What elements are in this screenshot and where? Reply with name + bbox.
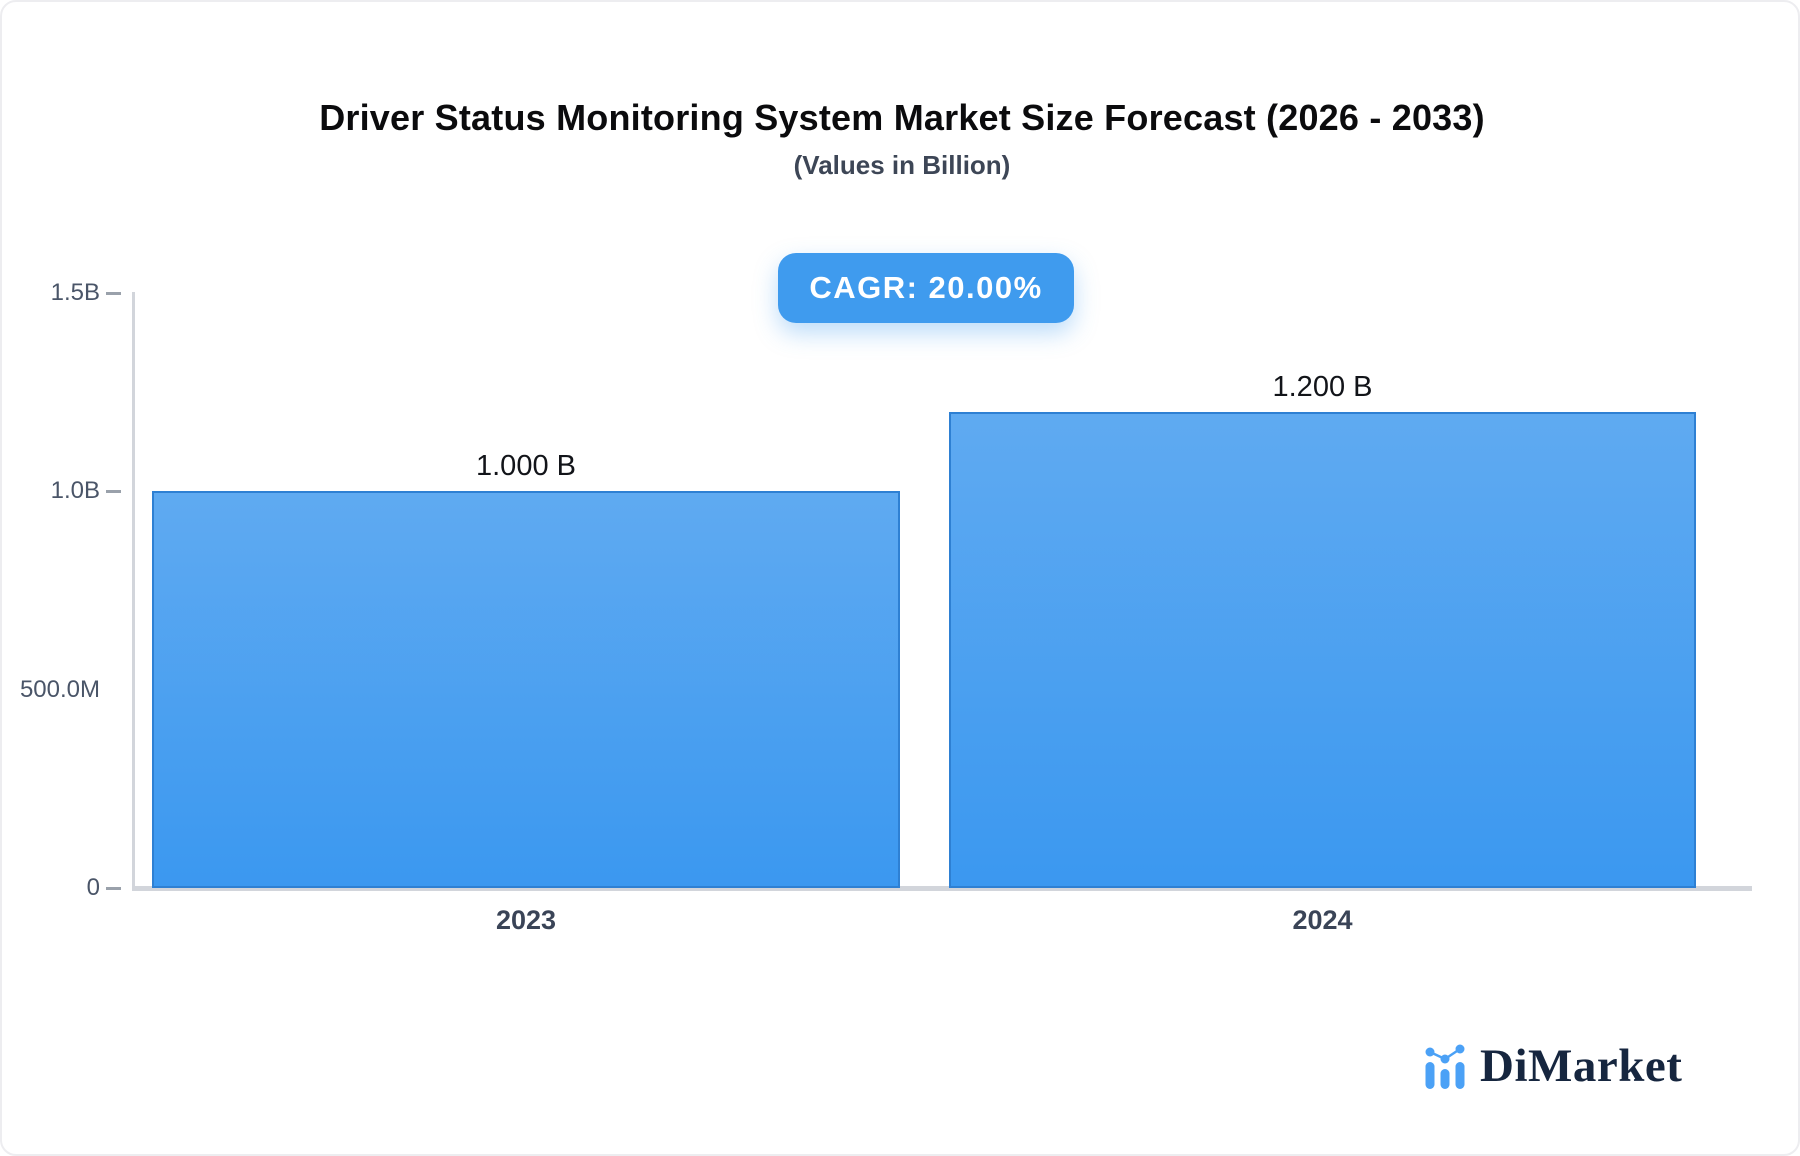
cagr-badge-label: CAGR: 20.00% — [809, 270, 1043, 305]
x-axis-label-2024: 2024 — [1292, 905, 1353, 935]
y-axis-tick-label: 0 — [86, 874, 100, 901]
y-axis-tick-mark — [106, 291, 121, 295]
brand-logo: DiMarket — [1423, 1042, 1682, 1090]
y-axis-line — [132, 292, 135, 891]
y-axis-tick-mark — [106, 886, 121, 890]
y-axis-tick-mark — [106, 489, 121, 493]
x-axis-label-2023: 2023 — [495, 905, 557, 935]
cagr-badge: CAGR: 20.00% — [778, 253, 1074, 323]
bar-2024 — [949, 412, 1696, 888]
y-axis-tick-label: 1.5B — [50, 279, 100, 306]
brand-name: DiMarket — [1480, 1039, 1683, 1092]
bar-chart-sparkline-logo-icon — [1425, 1044, 1465, 1089]
bar-value-label-2023: 1.000 B — [476, 450, 576, 483]
y-axis-tick-label: 500.0M — [19, 675, 100, 703]
x-axis-line — [132, 886, 1752, 891]
bar-value-label-2024: 1.200 B — [1272, 371, 1373, 403]
chart-subtitle: (Values in Billion) — [793, 150, 1011, 180]
y-axis-tick-label: 1.0B — [50, 477, 100, 505]
bar-2023 — [152, 491, 900, 888]
chart-title: Driver Status Monitoring System Market S… — [319, 97, 1485, 138]
